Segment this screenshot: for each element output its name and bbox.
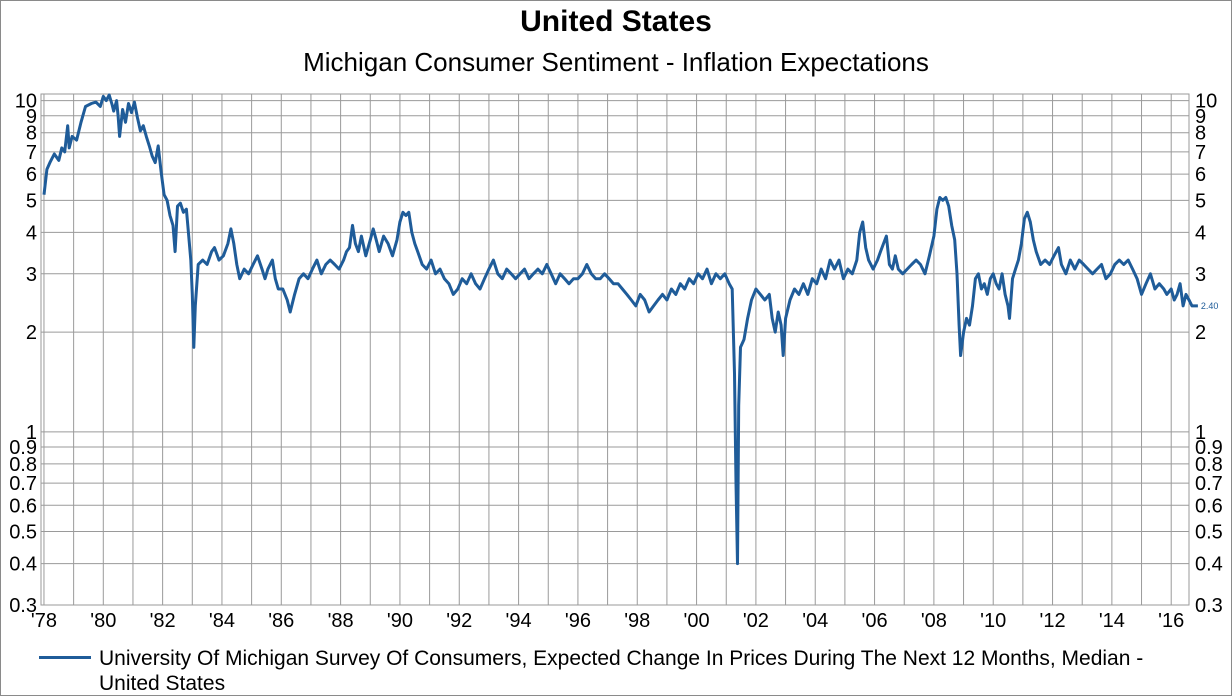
y-tick-label-right: 0.5 — [1195, 522, 1223, 544]
x-tick-label: '02 — [743, 610, 769, 632]
y-tick-label-right: 7 — [1195, 142, 1206, 164]
y-tick-label-right: 0.6 — [1195, 495, 1223, 517]
y-tick-label-right: 8 — [1195, 123, 1206, 145]
x-tick-label: '90 — [387, 610, 413, 632]
x-axis: '78 '80 '82 '84 '86 '88 '90 '92 '94 '96 '98 '00 '02 '… — [31, 610, 1184, 632]
plot-frame — [40, 93, 1190, 606]
x-tick-label: '98 — [624, 610, 650, 632]
y-tick-label-left: 0.9 — [9, 437, 37, 459]
y-tick-label-right: 9 — [1195, 106, 1206, 128]
x-tick-label: '82 — [150, 610, 176, 632]
y-tick-label-left: 0.7 — [9, 473, 37, 495]
x-tick-label: '96 — [565, 610, 591, 632]
x-tick-label: '00 — [684, 610, 710, 632]
chart-subtitle: Michigan Consumer Sentiment - Inflation … — [303, 47, 929, 77]
y-tick-label-left: 0.8 — [9, 454, 37, 476]
x-tick-label: '80 — [90, 610, 116, 632]
y-tick-label-left: 0.5 — [9, 522, 37, 544]
y-tick-label-right: 0.9 — [1195, 437, 1223, 459]
y-tick-label-right: 2 — [1195, 322, 1206, 344]
y-tick-label-right: 0.8 — [1195, 454, 1223, 476]
y-tick-label-left: 6 — [26, 164, 37, 186]
x-tick-label: '10 — [980, 610, 1006, 632]
x-tick-label: '84 — [209, 610, 235, 632]
legend-swatch — [39, 656, 91, 659]
y-tick-label-left: 0.6 — [9, 495, 37, 517]
legend: University Of Michigan Survey Of Consume… — [39, 646, 1189, 696]
x-tick-label: '94 — [506, 610, 532, 632]
x-tick-label: '06 — [862, 610, 888, 632]
chart-title: United States — [520, 5, 712, 38]
y-tick-label-right: 10 — [1195, 91, 1217, 113]
y-tick-label-right: 3 — [1195, 264, 1206, 286]
y-tick-label-left: 8 — [26, 123, 37, 145]
y-tick-label-right: 0.7 — [1195, 473, 1223, 495]
x-tick-label: '14 — [1099, 610, 1125, 632]
series-line — [42, 93, 1198, 566]
last-value-label: 2.40 — [1201, 301, 1219, 311]
x-tick-label: '86 — [268, 610, 294, 632]
x-tick-label: '04 — [802, 610, 828, 632]
y-tick-label-right: 0.4 — [1195, 554, 1223, 576]
y-tick-label-left: 9 — [26, 106, 37, 128]
y-tick-label-right: 4 — [1195, 222, 1206, 244]
y-tick-label-left: 4 — [26, 222, 37, 244]
y-tick-label-right: 6 — [1195, 164, 1206, 186]
y-tick-label-left: 5 — [26, 190, 37, 212]
legend-label: University Of Michigan Survey Of Consume… — [99, 647, 1144, 695]
y-tick-label-right: 1 — [1195, 422, 1206, 444]
y-tick-label-left: 10 — [15, 91, 37, 113]
y-tick-label-right: 5 — [1195, 190, 1206, 212]
x-tick-label: '12 — [1040, 610, 1066, 632]
grid — [40, 93, 1190, 606]
y-tick-label-left: 0.3 — [9, 595, 37, 617]
y-tick-label-left: 7 — [26, 142, 37, 164]
x-tick-label: '08 — [921, 610, 947, 632]
x-tick-label: '88 — [328, 610, 354, 632]
y-tick-label-left: 0.4 — [9, 554, 37, 576]
y-tick-label-right: 0.3 — [1195, 595, 1223, 617]
x-tick-label: '78 — [31, 610, 57, 632]
x-tick-label: '92 — [446, 610, 472, 632]
y-tick-label-left: 2 — [26, 322, 37, 344]
x-tick-label: '16 — [1158, 610, 1184, 632]
y-tick-label-left: 1 — [26, 422, 37, 444]
series-layer: 2.40 — [42, 93, 1219, 566]
y-tick-label-left: 3 — [26, 264, 37, 286]
